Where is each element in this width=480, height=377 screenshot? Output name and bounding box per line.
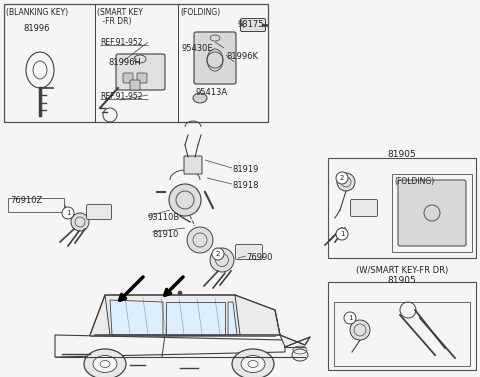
FancyBboxPatch shape — [194, 32, 236, 84]
Text: 1: 1 — [348, 315, 352, 321]
Text: 81996: 81996 — [24, 24, 50, 33]
Text: 81996K: 81996K — [226, 52, 258, 61]
Text: 98175: 98175 — [237, 20, 264, 29]
Polygon shape — [280, 335, 310, 347]
Text: 2: 2 — [216, 251, 220, 257]
Text: -FR DR): -FR DR) — [100, 17, 132, 26]
Text: REF.91-952: REF.91-952 — [100, 92, 143, 101]
Polygon shape — [110, 300, 163, 335]
Bar — [328, 282, 476, 370]
Text: 76990: 76990 — [246, 253, 273, 262]
Ellipse shape — [350, 320, 370, 340]
Ellipse shape — [71, 213, 89, 231]
Circle shape — [178, 291, 182, 295]
FancyBboxPatch shape — [398, 180, 466, 246]
Text: 76910Z: 76910Z — [10, 196, 42, 205]
Text: 81905: 81905 — [388, 150, 416, 159]
Ellipse shape — [210, 248, 234, 272]
Polygon shape — [90, 295, 280, 335]
Ellipse shape — [93, 356, 117, 372]
Bar — [392, 174, 472, 252]
Text: (W/SMART KEY-FR DR): (W/SMART KEY-FR DR) — [356, 266, 448, 275]
FancyBboxPatch shape — [137, 73, 147, 83]
Circle shape — [62, 207, 74, 219]
FancyBboxPatch shape — [86, 204, 111, 219]
Ellipse shape — [33, 61, 47, 79]
Polygon shape — [228, 302, 237, 335]
Ellipse shape — [187, 227, 213, 253]
Text: 1: 1 — [340, 231, 344, 237]
Text: 81910: 81910 — [152, 230, 179, 239]
Bar — [4, 4, 268, 122]
Text: (SMART KEY: (SMART KEY — [97, 8, 143, 17]
FancyBboxPatch shape — [123, 73, 133, 83]
Text: 81918: 81918 — [232, 181, 259, 190]
Ellipse shape — [337, 173, 355, 191]
Text: 2: 2 — [340, 175, 344, 181]
FancyBboxPatch shape — [116, 54, 165, 90]
Bar — [334, 302, 470, 366]
Circle shape — [212, 248, 224, 260]
Text: 95413A: 95413A — [196, 88, 228, 97]
Ellipse shape — [241, 356, 265, 372]
Circle shape — [336, 172, 348, 184]
Text: 95430E: 95430E — [182, 44, 214, 53]
Ellipse shape — [193, 93, 207, 103]
Circle shape — [344, 312, 356, 324]
FancyBboxPatch shape — [130, 80, 140, 90]
Text: 81919: 81919 — [232, 165, 258, 174]
Text: 1: 1 — [66, 210, 70, 216]
Text: 93110B: 93110B — [148, 213, 180, 222]
Polygon shape — [166, 302, 225, 335]
FancyBboxPatch shape — [184, 156, 202, 174]
Bar — [328, 158, 476, 258]
FancyBboxPatch shape — [240, 18, 265, 32]
Text: 81905: 81905 — [388, 276, 416, 285]
Text: (FOLDING): (FOLDING) — [180, 8, 220, 17]
Text: REF.91-952: REF.91-952 — [100, 38, 143, 47]
Ellipse shape — [232, 349, 274, 377]
Ellipse shape — [84, 349, 126, 377]
Text: 81996H: 81996H — [108, 58, 141, 67]
Bar — [8, 198, 64, 212]
FancyBboxPatch shape — [236, 245, 263, 259]
FancyBboxPatch shape — [350, 199, 377, 216]
Ellipse shape — [169, 184, 201, 216]
Circle shape — [336, 228, 348, 240]
Text: (BLANKING KEY): (BLANKING KEY) — [6, 8, 68, 17]
Text: (FOLDING): (FOLDING) — [394, 177, 434, 186]
Ellipse shape — [292, 349, 308, 361]
